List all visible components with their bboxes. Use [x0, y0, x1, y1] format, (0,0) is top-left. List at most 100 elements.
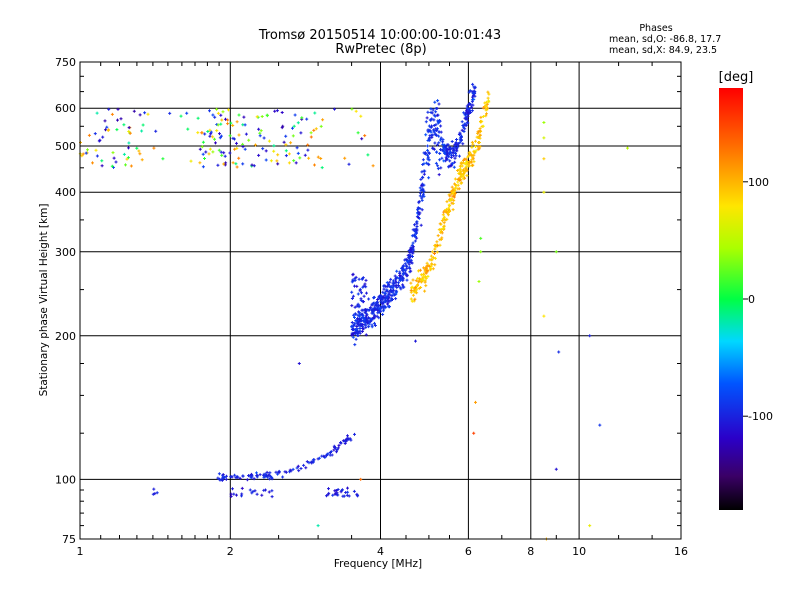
data-point	[243, 147, 247, 151]
data-point	[445, 143, 449, 147]
data-point	[343, 156, 347, 160]
data-point	[408, 270, 412, 274]
data-point	[341, 439, 345, 443]
data-point	[231, 136, 235, 140]
data-point	[439, 136, 443, 140]
colorbar-tick-label: 0	[748, 293, 755, 306]
data-point	[93, 132, 97, 136]
data-point	[358, 311, 362, 315]
x-tick-label: 4	[377, 545, 384, 558]
data-point	[452, 165, 456, 169]
data-point	[288, 470, 292, 474]
data-point	[122, 123, 126, 127]
data-point	[219, 113, 223, 117]
data-point	[463, 122, 467, 126]
data-point	[135, 146, 139, 150]
data-point	[433, 114, 437, 118]
data-point	[421, 189, 425, 193]
data-point	[415, 236, 419, 240]
data-point	[353, 343, 357, 347]
data-point	[424, 284, 428, 288]
data-point	[339, 441, 343, 445]
data-point	[110, 112, 114, 116]
data-point	[428, 136, 432, 140]
data-point	[433, 132, 437, 136]
data-point	[364, 325, 368, 329]
data-point	[86, 148, 89, 152]
data-point	[361, 277, 364, 281]
data-point	[413, 223, 416, 227]
data-point	[319, 124, 323, 128]
data-point	[420, 170, 424, 174]
data-point	[441, 227, 445, 231]
data-point	[211, 150, 215, 154]
data-point	[414, 339, 417, 343]
data-point	[254, 143, 257, 147]
data-point	[395, 289, 399, 293]
data-point	[312, 128, 316, 132]
data-point	[94, 148, 98, 152]
data-point	[125, 157, 129, 161]
data-point	[362, 319, 366, 323]
data-point	[364, 278, 368, 282]
x-tick-label: 10	[572, 545, 586, 558]
data-point	[275, 159, 279, 163]
data-point	[466, 111, 470, 115]
data-point	[326, 493, 330, 497]
data-point	[358, 317, 362, 321]
data-point	[472, 431, 476, 435]
data-point	[216, 476, 220, 480]
data-point	[362, 300, 365, 304]
data-point	[429, 125, 433, 129]
data-point	[420, 182, 424, 186]
data-point	[426, 130, 430, 134]
data-point	[434, 123, 438, 127]
data-point	[466, 114, 470, 118]
data-point	[398, 285, 402, 289]
data-point	[414, 279, 418, 283]
data-point	[217, 472, 221, 476]
data-point	[442, 215, 446, 219]
data-point	[467, 164, 471, 168]
data-point	[350, 290, 354, 294]
y-tick-label: 600	[55, 102, 76, 115]
data-point	[427, 163, 431, 167]
data-point	[453, 160, 457, 164]
data-point	[200, 145, 204, 149]
data-point	[362, 294, 366, 298]
data-point	[359, 114, 363, 118]
data-point	[309, 131, 313, 135]
data-point	[235, 141, 238, 145]
data-point	[302, 463, 306, 467]
data-point	[228, 134, 232, 138]
data-point	[268, 471, 272, 475]
data-point	[415, 229, 419, 233]
data-point	[295, 146, 299, 150]
data-point	[372, 313, 376, 317]
data-point	[403, 271, 407, 275]
data-point	[384, 297, 388, 301]
data-point	[422, 151, 426, 155]
data-point	[313, 163, 316, 167]
data-point	[447, 203, 451, 207]
data-point	[222, 151, 226, 155]
data-point	[259, 129, 263, 133]
data-point	[386, 302, 389, 306]
colorbar	[719, 88, 743, 510]
data-point	[458, 131, 462, 135]
data-point	[217, 148, 221, 152]
data-point	[542, 190, 546, 194]
data-point	[433, 244, 437, 248]
data-point	[225, 474, 228, 478]
data-point	[107, 107, 111, 111]
data-point	[413, 290, 417, 294]
data-point	[255, 492, 259, 496]
data-point	[371, 309, 375, 313]
data-point	[358, 289, 362, 293]
data-point	[377, 295, 381, 299]
data-point	[251, 490, 255, 494]
data-point	[356, 292, 360, 296]
data-point	[294, 161, 298, 165]
data-point	[309, 460, 313, 464]
data-point	[264, 149, 268, 153]
